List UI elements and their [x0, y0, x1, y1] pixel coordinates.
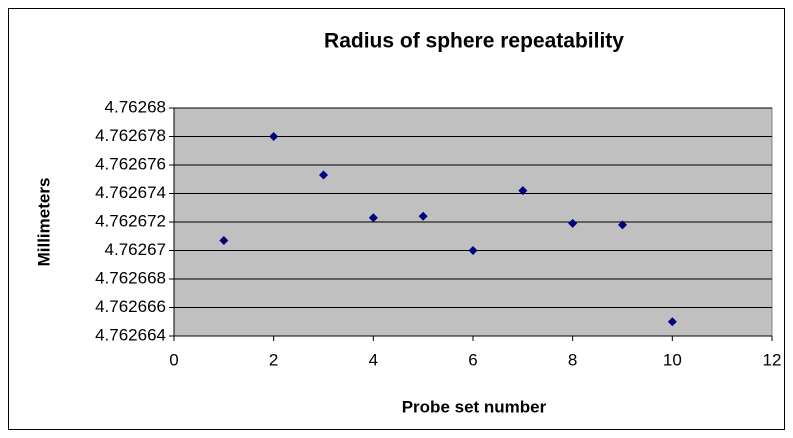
x-tick-label: 12 [763, 350, 782, 369]
point [618, 220, 627, 230]
y-tick-label: 4.762664 [95, 325, 166, 344]
y-tick-label: 4.76267 [105, 240, 166, 259]
x-axis-label: Probe set number [402, 397, 547, 416]
point [368, 213, 378, 223]
point [518, 186, 528, 196]
y-tick-label: 4.762672 [95, 211, 166, 230]
x-tick-label: 0 [169, 350, 178, 369]
x-tick-label: 10 [663, 350, 682, 369]
point [418, 211, 428, 221]
y-tick-label: 4.762674 [95, 183, 166, 202]
y-tick-label: 4.76268 [105, 97, 166, 116]
y-tick-label: 4.762678 [95, 126, 166, 145]
point [568, 218, 578, 228]
x-tick-label: 2 [269, 350, 278, 369]
x-tick-label: 8 [568, 350, 577, 369]
point [468, 246, 478, 255]
y-tick-label: 4.762668 [95, 268, 166, 287]
x-tick-label: 4 [369, 350, 378, 369]
point [219, 236, 229, 246]
y-axis-label: Millimeters [34, 178, 53, 267]
y-tick-label: 4.762666 [95, 297, 166, 316]
point [319, 170, 328, 180]
chart-title: Radius of sphere repeatability [324, 30, 624, 53]
point [269, 132, 279, 141]
y-tick-label: 4.762676 [95, 154, 166, 173]
x-tick-label: 6 [468, 350, 477, 369]
point [667, 317, 677, 327]
